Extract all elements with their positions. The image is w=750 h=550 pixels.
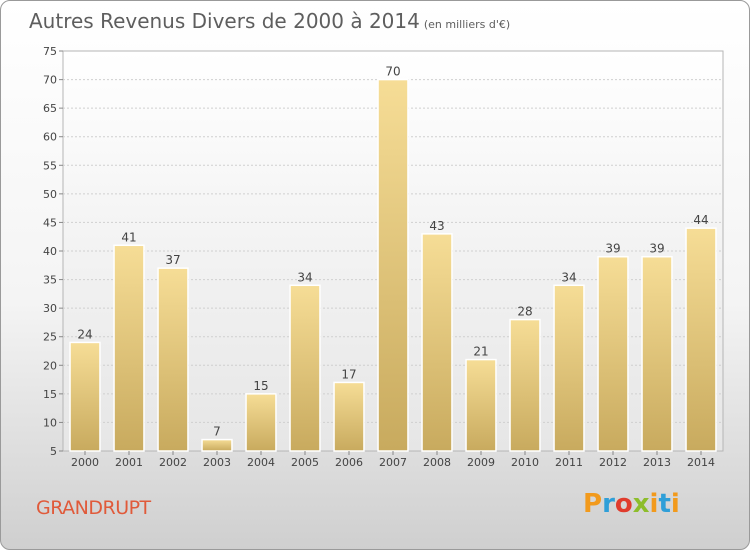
bar-value-label: 15 [253,379,268,393]
y-tick-label: 65 [43,102,57,115]
x-tick-label: 2005 [291,456,319,469]
x-tick-label: 2009 [467,456,495,469]
bar[interactable] [421,233,453,452]
x-tick-label: 2007 [379,456,407,469]
y-tick-label: 35 [43,274,57,287]
bar[interactable] [201,438,233,452]
y-tick-label: 25 [43,331,57,344]
logo-letter: x [632,489,650,519]
bar[interactable] [113,244,145,452]
x-tick-label: 2008 [423,456,451,469]
bar-value-label: 28 [517,305,532,319]
title-text: Autres Revenus Divers de 2000 à 2014 [29,9,420,33]
x-tick-label: 2006 [335,456,363,469]
x-tick-label: 2013 [643,456,671,469]
y-tick-label: 70 [43,74,57,87]
y-tick-label: 55 [43,159,57,172]
y-tick-label: 75 [43,45,57,58]
x-tick-label: 2003 [203,456,231,469]
y-tick-label: 45 [43,216,57,229]
bar[interactable] [333,381,365,452]
bar[interactable] [289,284,321,452]
bar[interactable] [69,341,101,452]
y-tick-label: 20 [43,359,57,372]
bar-value-label: 7 [213,425,221,439]
bar[interactable] [641,255,673,452]
x-tick-label: 2014 [687,456,715,469]
y-tick-label: 5 [50,445,57,458]
bar-value-label: 34 [297,270,312,284]
y-tick-label: 30 [43,302,57,315]
bar[interactable] [553,284,585,452]
bar[interactable] [377,78,409,452]
x-tick-label: 2004 [247,456,275,469]
chart-title: Autres Revenus Divers de 2000 à 2014 (en … [29,9,510,33]
bar-value-label: 17 [341,367,356,381]
y-tick-label: 40 [43,245,57,258]
bar[interactable] [509,318,541,452]
bars: 24 41 37 7 15 34 17 70 43 21 28 34 39 39 44 [69,65,717,452]
x-tick-label: 2002 [159,456,187,469]
bar[interactable] [597,255,629,452]
bar[interactable] [685,227,717,452]
y-axis: 5 10 15 20 25 30 35 40 45 50 55 60 65 70 75 [43,45,63,458]
bar[interactable] [465,358,497,452]
bar[interactable] [245,393,277,452]
logo-letter: t [658,489,671,519]
bar-value-label: 24 [77,327,92,341]
bar-value-label: 41 [121,230,136,244]
proxiti-logo[interactable]: Proxiti [583,489,680,519]
logo-letter: r [602,489,615,519]
title-unit: (en milliers d'€) [423,18,511,31]
bar[interactable] [157,267,189,452]
logo-letter: i [670,489,680,519]
x-tick-label: 2001 [115,456,143,469]
y-tick-label: 15 [43,388,57,401]
bar-value-label: 39 [649,242,664,256]
bar-value-label: 70 [385,65,400,79]
x-tick-label: 2010 [511,456,539,469]
place-name: GRANDRUPT [36,497,151,519]
x-tick-label: 2011 [555,456,583,469]
x-tick-label: 2000 [71,456,99,469]
y-tick-label: 60 [43,131,57,144]
bar-value-label: 21 [473,345,488,359]
bar-value-label: 39 [605,242,620,256]
logo-letter: o [614,489,633,519]
y-tick-label: 10 [43,416,57,429]
x-tick-label: 2012 [599,456,627,469]
logo-letter: i [649,489,659,519]
bar-value-label: 43 [429,219,444,233]
bar-value-label: 44 [693,213,708,227]
logo-letter: P [583,489,603,519]
bar-value-label: 34 [561,270,576,284]
y-tick-label: 50 [43,188,57,201]
x-axis: 2000 2001 2002 2003 2004 2005 2006 2007 2008 2009… [71,451,715,469]
bar-value-label: 37 [165,253,180,267]
